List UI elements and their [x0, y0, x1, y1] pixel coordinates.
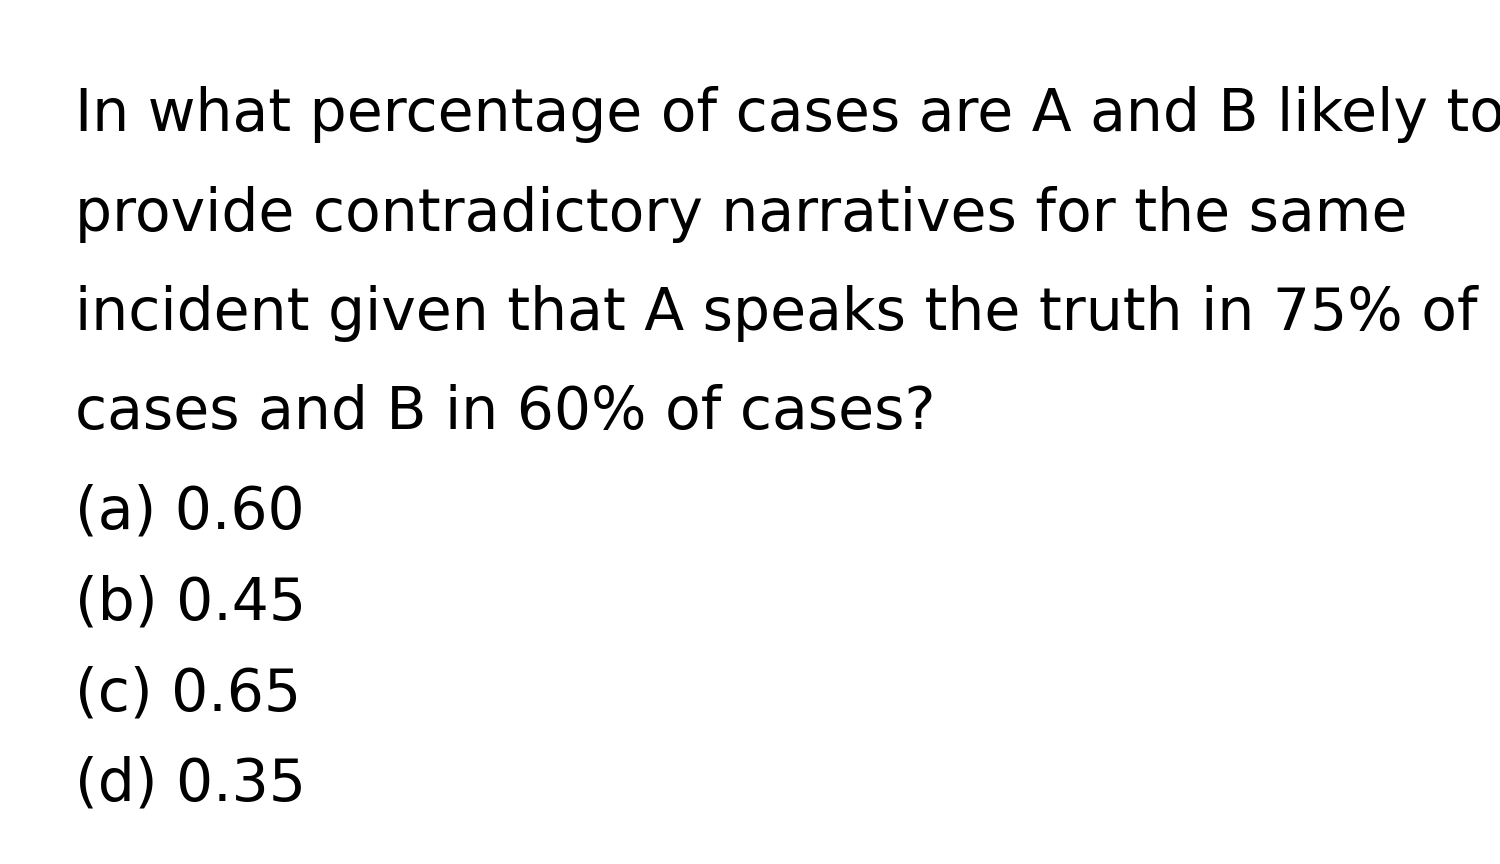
Text: cases and B in 60% of cases?: cases and B in 60% of cases? [75, 384, 936, 442]
Text: provide contradictory narratives for the same: provide contradictory narratives for the… [75, 186, 1407, 243]
Text: incident given that A speaks the truth in 75% of: incident given that A speaks the truth i… [75, 285, 1478, 342]
Text: (c) 0.65: (c) 0.65 [75, 665, 302, 722]
Text: (b) 0.45: (b) 0.45 [75, 575, 306, 632]
Text: (a) 0.60: (a) 0.60 [75, 484, 304, 541]
Text: In what percentage of cases are A and B likely to: In what percentage of cases are A and B … [75, 86, 1500, 143]
Text: (d) 0.35: (d) 0.35 [75, 756, 306, 813]
